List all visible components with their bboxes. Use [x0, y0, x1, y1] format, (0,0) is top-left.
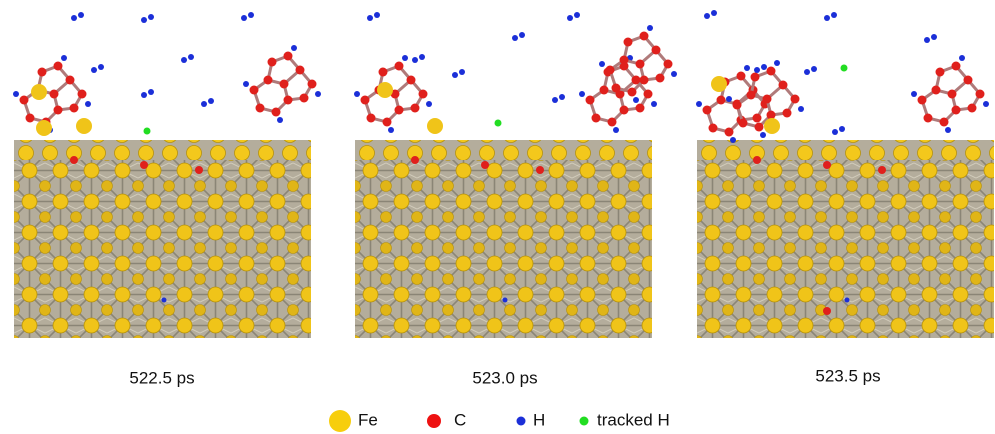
legend: Fe C H tracked H [329, 410, 670, 432]
panel-caption: 523.5 ps [815, 366, 880, 385]
snapshot-panel [696, 10, 994, 338]
legend-marker [329, 410, 351, 432]
legend-marker [427, 414, 441, 428]
panel-caption: 523.0 ps [472, 368, 537, 387]
legend-label: H [533, 410, 545, 429]
legend-marker [580, 417, 589, 426]
snapshot-panel [354, 12, 677, 338]
panel-caption: 522.5 ps [129, 368, 194, 387]
page: 522.5 ps 523.0 ps 523.5 ps Fe C H tracke… [0, 0, 995, 434]
legend-label: tracked H [597, 410, 670, 429]
figure: 522.5 ps 523.0 ps 523.5 ps Fe C H tracke… [0, 0, 995, 434]
legend-marker [517, 417, 526, 426]
snapshot-panel [13, 12, 321, 338]
legend-label: C [454, 410, 466, 429]
legend-label: Fe [358, 410, 378, 429]
